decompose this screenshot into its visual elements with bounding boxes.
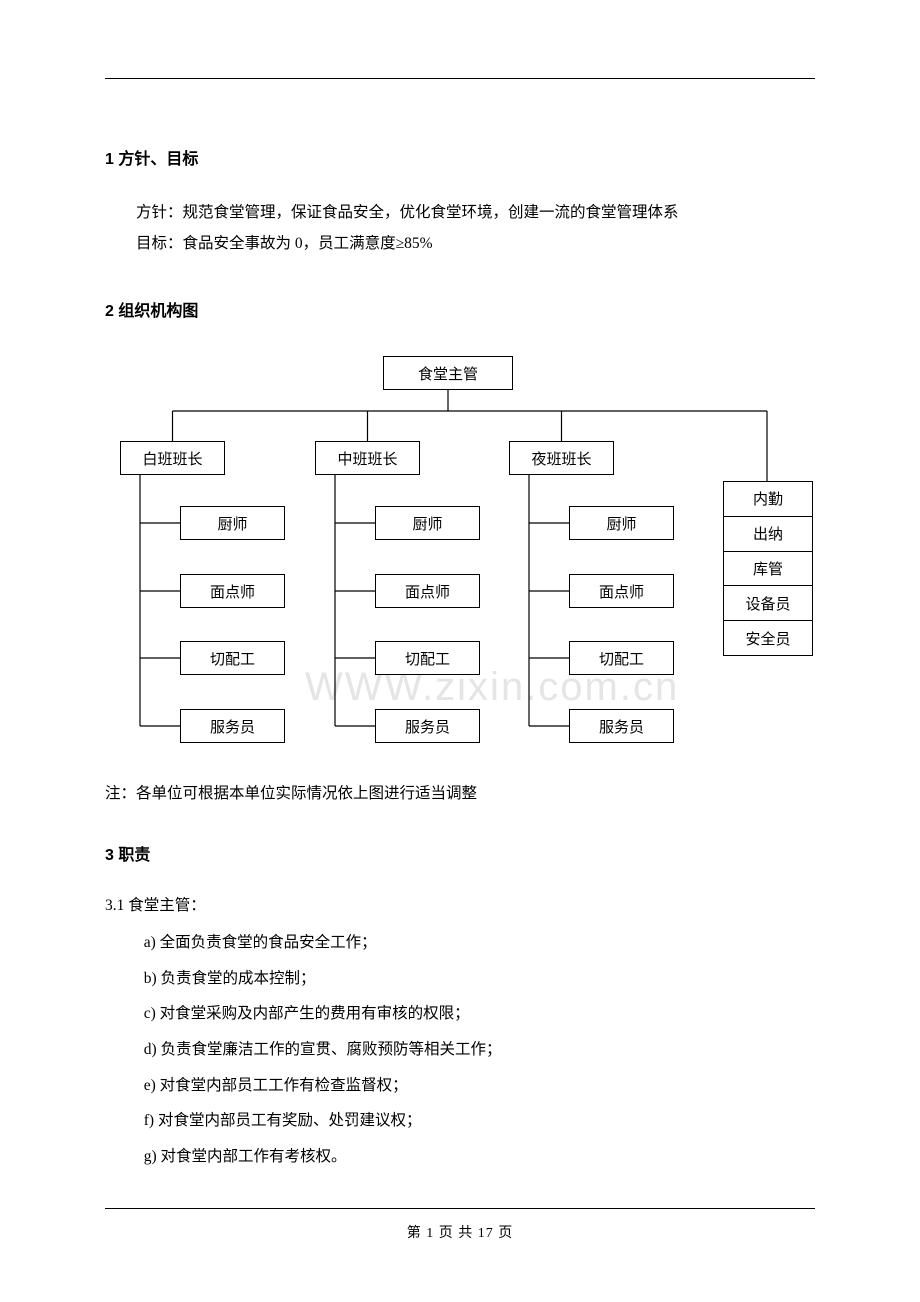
resp-item-2: c) 对食堂采购及内部产生的费用有审核的权限；	[144, 996, 815, 1032]
resp-item-4: e) 对食堂内部员工工作有检查监督权；	[144, 1068, 815, 1104]
org-role-1-3: 服务员	[375, 709, 480, 743]
org-role-1-2: 切配工	[375, 641, 480, 675]
heading-1: 1 方针、目标	[105, 145, 815, 169]
heading-3: 3 职责	[105, 841, 815, 865]
org-root: 食堂主管	[383, 356, 513, 390]
org-support-1: 出纳	[724, 517, 812, 552]
page-footer: 第 1 页 共 17 页	[0, 1222, 920, 1242]
policy-line-1: 方针：规范食堂管理，保证食品安全，优化食堂环境，创建一流的食堂管理体系	[105, 197, 815, 228]
org-role-1-0: 厨师	[375, 506, 480, 540]
policy-block: 方针：规范食堂管理，保证食品安全，优化食堂环境，创建一流的食堂管理体系 目标：食…	[105, 197, 815, 259]
heading-2: 2 组织机构图	[105, 297, 815, 321]
resp-item-0: a) 全面负责食堂的食品安全工作；	[144, 925, 815, 961]
policy-line-2: 目标：食品安全事故为 0，员工满意度≥85%	[105, 228, 815, 259]
org-leader-0: 白班班长	[120, 441, 225, 475]
org-role-1-1: 面点师	[375, 574, 480, 608]
resp-item-5: f) 对食堂内部员工有奖励、处罚建议权；	[144, 1103, 815, 1139]
org-role-0-3: 服务员	[180, 709, 285, 743]
org-support-4: 安全员	[724, 621, 812, 655]
org-support-2: 库管	[724, 552, 812, 587]
org-role-0-1: 面点师	[180, 574, 285, 608]
org-chart: 食堂主管白班班长厨师面点师切配工服务员中班班长厨师面点师切配工服务员夜班班长厨师…	[105, 351, 815, 751]
footer-rule	[105, 1208, 815, 1209]
org-role-2-3: 服务员	[569, 709, 674, 743]
resp-item-3: d) 负责食堂廉洁工作的宣贯、腐败预防等相关工作；	[144, 1032, 815, 1068]
org-role-0-0: 厨师	[180, 506, 285, 540]
resp-item-6: g) 对食堂内部工作有考核权。	[144, 1139, 815, 1175]
resp-3-1-title: 3.1 食堂主管：	[105, 893, 815, 915]
org-leader-2: 夜班班长	[509, 441, 614, 475]
org-leader-1: 中班班长	[315, 441, 420, 475]
org-support-3: 设备员	[724, 586, 812, 621]
org-note: 注：各单位可根据本单位实际情况依上图进行适当调整	[105, 781, 815, 803]
org-role-2-0: 厨师	[569, 506, 674, 540]
resp-item-1: b) 负责食堂的成本控制；	[144, 961, 815, 997]
org-role-2-2: 切配工	[569, 641, 674, 675]
page-content: 1 方针、目标 方针：规范食堂管理，保证食品安全，优化食堂环境，创建一流的食堂管…	[105, 75, 815, 1174]
resp-3-1-list: a) 全面负责食堂的食品安全工作；b) 负责食堂的成本控制；c) 对食堂采购及内…	[105, 925, 815, 1174]
org-chart-lines	[105, 351, 815, 751]
org-role-2-1: 面点师	[569, 574, 674, 608]
org-support-stack: 内勤出纳库管设备员安全员	[723, 481, 813, 656]
org-support-0: 内勤	[724, 482, 812, 517]
org-role-0-2: 切配工	[180, 641, 285, 675]
